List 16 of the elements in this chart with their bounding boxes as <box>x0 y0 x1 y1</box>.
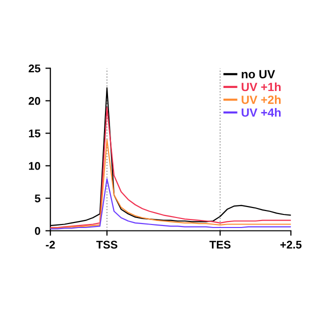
x-tick-label: +2.5 <box>280 240 302 249</box>
line-series <box>50 106 291 228</box>
legend-label: UV +1h <box>242 82 281 92</box>
x-tick-label: -2 <box>46 240 55 249</box>
y-tick-label: 25 <box>28 64 40 72</box>
y-tick-label: 20 <box>28 97 40 105</box>
line-series <box>50 139 291 229</box>
legend-label: no UV <box>242 70 276 78</box>
y-tick-label: 0 <box>34 227 40 235</box>
y-tick-label: 10 <box>28 162 40 170</box>
x-tick-label: TSS <box>96 240 118 249</box>
legend-label: UV +2h <box>242 95 281 104</box>
legend-label: UV +4h <box>242 108 281 117</box>
x-tick-label: TES <box>209 240 231 249</box>
y-tick-label: 5 <box>34 194 40 202</box>
y-tick-label: 15 <box>28 130 40 138</box>
